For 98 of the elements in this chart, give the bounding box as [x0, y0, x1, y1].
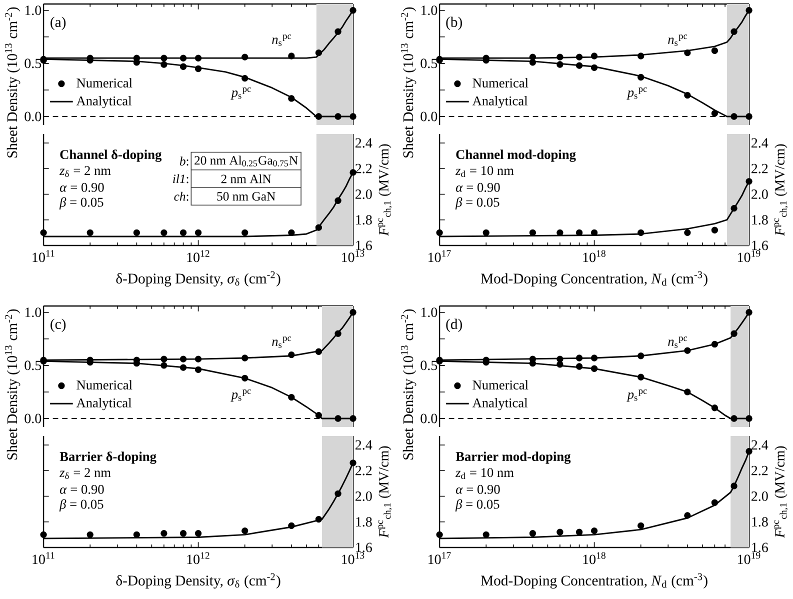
- y-tick-label: 0.5: [24, 58, 42, 68]
- y-tick-label: 0.0: [420, 112, 438, 122]
- y-tick-label: 0.5: [420, 360, 438, 370]
- legend-label: Numerical: [472, 78, 528, 88]
- y-tick-label: 2.0: [355, 189, 372, 199]
- annotation: 50 nm GaN: [217, 192, 276, 201]
- y-tick-label: 2.4: [355, 440, 372, 450]
- text: (a): [50, 16, 66, 30]
- text: Barrier mod-doping: [456, 452, 571, 464]
- y-axis-title: Sheet Density (10$^{13}$ cm$^{-2}$): [400, 7, 416, 158]
- x-tick-label: 10$^{18}$: [583, 552, 606, 564]
- y-tick-label: 1.0: [25, 308, 42, 318]
- legend-label: Numerical: [76, 380, 132, 390]
- y-tick-label: 1.8: [752, 517, 768, 527]
- y-tick-label: 1.8: [752, 215, 768, 225]
- y-tick-label: 0.0: [24, 414, 42, 424]
- y-tick-label: 0.5: [24, 360, 42, 370]
- y-tick-label: 2.0: [355, 491, 372, 501]
- y-tick-label: 2.2: [752, 466, 768, 476]
- x-tick-label: 10$^{17}$: [428, 552, 451, 564]
- x-tick-label: 10$^{17}$: [428, 250, 451, 262]
- annotation: β = 0.05: [455, 499, 500, 512]
- x-tick-label: 10$^{18}$: [583, 250, 606, 262]
- annotation: n$_{s}$pc: [668, 336, 688, 348]
- y-tick-label: 1.0: [421, 6, 438, 16]
- y-axis-title: Sheet Density (10$^{13}$ cm$^{-2}$): [4, 309, 20, 460]
- annotation: z$_{d}$ = 10 nm: [455, 166, 514, 178]
- y-tick-label: 1.6: [356, 542, 372, 552]
- annotation: α = 0.90: [456, 182, 500, 192]
- y-axis-title: Sheet Density (10$^{13}$ cm$^{-2}$): [400, 309, 416, 460]
- y-tick-label: 1.6: [356, 240, 372, 250]
- x-tick-label: 10$^{19}$: [738, 250, 760, 262]
- annotation: z$_{δ}$ = 2 nm: [59, 468, 111, 480]
- annotation: α = 0.90: [60, 182, 104, 192]
- y-axis-title: F$^{pc}$$_{ch,1}$ (MV/cm): [378, 446, 392, 538]
- legend-label: Numerical: [472, 380, 528, 390]
- annotation: p$_{s}$pc: [626, 88, 647, 100]
- x-tick-label: 10$^{11}$: [32, 552, 54, 564]
- annotation: p$_{s}$pc: [230, 390, 251, 402]
- y-tick-label: 1.6: [752, 542, 768, 552]
- y-tick-label: 0.0: [420, 414, 438, 424]
- annotation: p$_{s}$pc: [626, 390, 647, 402]
- annotation: b:: [180, 156, 188, 166]
- legend-label: Analytical: [472, 398, 528, 410]
- y-tick-label: 1.0: [25, 6, 42, 16]
- text: Channel mod-doping: [456, 150, 576, 162]
- y-tick-label: 2.0: [752, 189, 768, 199]
- x-axis-title: Mod-Doping Concentration, N$_{d}$ (cm$^{-3}$): [480, 573, 708, 589]
- annotation: β = 0.05: [59, 197, 104, 210]
- annotation: n$_{s}$pc: [272, 34, 292, 46]
- y-tick-label: 2.2: [355, 164, 372, 174]
- x-tick-label: 10$^{11}$: [32, 250, 54, 262]
- x-axis-title: δ-Doping Density, σ$_{δ}$ (cm$^{-2}$): [116, 573, 280, 589]
- legend-label: Numerical: [76, 78, 132, 88]
- x-tick-label: 10$^{13}$: [342, 250, 364, 262]
- legend-label: Analytical: [76, 96, 132, 108]
- annotation: n$_{s}$pc: [668, 34, 688, 46]
- y-tick-label: 1.0: [421, 308, 438, 318]
- y-tick-label: 2.4: [752, 440, 768, 450]
- annotation: z$_{δ}$ = 2 nm: [59, 166, 111, 178]
- y-tick-label: 1.6: [752, 240, 768, 250]
- y-tick-label: 2.2: [752, 164, 768, 174]
- text: Channel δ-doping: [60, 150, 162, 162]
- y-tick-label: 2.4: [752, 138, 768, 148]
- text: Barrier δ-doping: [60, 452, 156, 464]
- y-tick-label: 0.5: [420, 58, 438, 68]
- y-tick-label: 2.4: [355, 138, 372, 148]
- annotation: α = 0.90: [60, 484, 104, 494]
- annotation: ch:: [174, 192, 188, 201]
- annotation: p$_{s}$pc: [230, 88, 251, 100]
- text: (d): [446, 318, 462, 332]
- x-axis-title: Mod-Doping Concentration, N$_{d}$ (cm$^{-3}$): [480, 271, 708, 287]
- y-tick-label: 2.0: [752, 491, 768, 501]
- y-tick-label: 0.0: [24, 112, 42, 122]
- legend-label: Analytical: [472, 96, 528, 108]
- y-tick-label: 2.2: [355, 466, 372, 476]
- annotation: il1:: [173, 174, 188, 184]
- y-axis-title: Sheet Density (10$^{13}$ cm$^{-2}$): [4, 7, 20, 158]
- text: (b): [446, 16, 462, 30]
- x-axis-title: δ-Doping Density, σ$_{δ}$ (cm$^{-2}$): [116, 271, 280, 287]
- annotation: α = 0.90: [456, 484, 500, 494]
- annotation: β = 0.05: [455, 197, 500, 210]
- annotation: 2 nm AlN: [221, 174, 272, 184]
- x-tick-label: 10$^{12}$: [187, 250, 210, 262]
- y-axis-title: F$^{pc}$$_{ch,1}$ (MV/cm): [378, 144, 392, 236]
- y-tick-label: 1.8: [356, 517, 372, 527]
- annotation: n$_{s}$pc: [272, 336, 292, 348]
- annotation: z$_{d}$ = 10 nm: [455, 468, 514, 480]
- y-axis-title: F$^{pc}$$_{ch,1}$ (MV/cm): [774, 446, 788, 538]
- y-axis-title: F$^{pc}$$_{ch,1}$ (MV/cm): [774, 144, 788, 236]
- x-tick-label: 10$^{12}$: [187, 552, 210, 564]
- legend-label: Analytical: [76, 398, 132, 410]
- annotation: β = 0.05: [59, 499, 104, 512]
- annotation: 20 nm Al$_{0.25}$Ga$_{0.75}$N: [194, 156, 298, 166]
- y-tick-label: 1.8: [356, 215, 372, 225]
- x-tick-label: 10$^{19}$: [738, 552, 760, 564]
- text: (c): [50, 318, 66, 332]
- x-tick-label: 10$^{13}$: [342, 552, 364, 564]
